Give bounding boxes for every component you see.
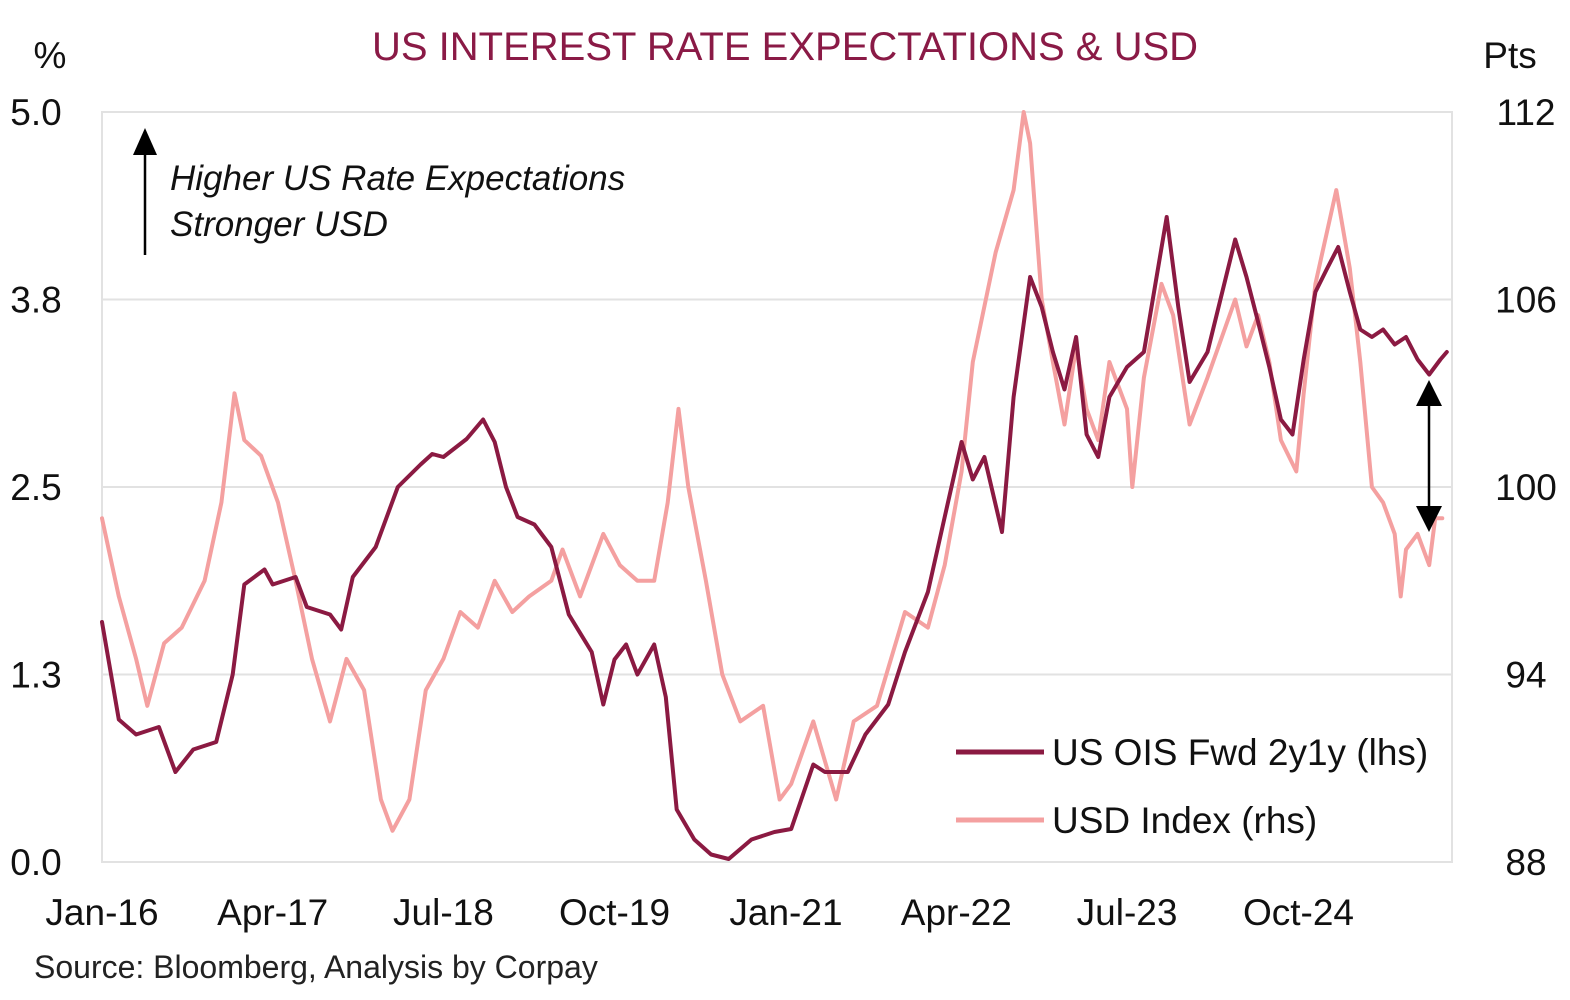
y-right-tick-label: 88 — [1505, 842, 1546, 883]
gap-arrow — [1416, 380, 1442, 532]
x-tick-label: Apr-17 — [217, 892, 328, 933]
legend-label-usd: USD Index (rhs) — [1052, 800, 1317, 841]
y-right-tick-label: 106 — [1495, 280, 1557, 321]
y-left-tick-label: 5.0 — [10, 92, 61, 133]
x-tick-label: Jan-21 — [729, 892, 842, 933]
gridlines — [102, 298, 1452, 676]
x-tick-label: Jan-16 — [45, 892, 158, 933]
source-note: Source: Bloomberg, Analysis by Corpay — [34, 949, 598, 985]
up-arrow-icon — [133, 128, 157, 155]
y-left-tick-label: 2.5 — [10, 467, 61, 508]
legend-label-ois: US OIS Fwd 2y1y (lhs) — [1052, 732, 1428, 773]
y-left-tick-label: 1.3 — [10, 655, 61, 696]
x-tick-label: Oct-19 — [559, 892, 670, 933]
x-tick-label: Jul-23 — [1077, 892, 1178, 933]
chart-title: US INTEREST RATE EXPECTATIONS & USD — [372, 25, 1198, 69]
series-line-usd-index — [100, 110, 1445, 833]
gap-arrow-up-icon — [1416, 380, 1442, 406]
y-right-tick-label: 112 — [1497, 92, 1556, 133]
y-left-tick-label: 0.0 — [10, 842, 61, 883]
gap-arrow-down-icon — [1416, 506, 1442, 532]
y-right-tick-label: 94 — [1505, 655, 1546, 696]
right-axis-ticks: 112 106 100 94 88 — [1495, 92, 1557, 883]
plot-frame — [101, 111, 1453, 863]
series-lines — [100, 110, 1449, 861]
legend: US OIS Fwd 2y1y (lhs) USD Index (rhs) — [956, 732, 1428, 841]
annotation-line-1: Higher US Rate Expectations — [170, 159, 625, 198]
x-tick-label: Jul-18 — [393, 892, 494, 933]
x-tick-label: Oct-24 — [1243, 892, 1354, 933]
x-axis-ticks: Jan-16 Apr-17 Jul-18 Oct-19 Jan-21 Apr-22 Jul-… — [45, 892, 1354, 933]
y-right-tick-label: 100 — [1495, 467, 1557, 508]
annotation: Higher US Rate Expectations Stronger USD — [133, 128, 625, 255]
x-tick-label: Apr-22 — [901, 892, 1012, 933]
right-axis-unit: Pts — [1483, 35, 1536, 76]
left-axis-ticks: 5.0 3.8 2.5 1.3 0.0 — [10, 92, 61, 883]
annotation-line-2: Stronger USD — [170, 205, 388, 244]
series-line-us-ois — [100, 215, 1449, 861]
left-axis-unit: % — [34, 35, 67, 76]
y-left-tick-label: 3.8 — [10, 280, 61, 321]
